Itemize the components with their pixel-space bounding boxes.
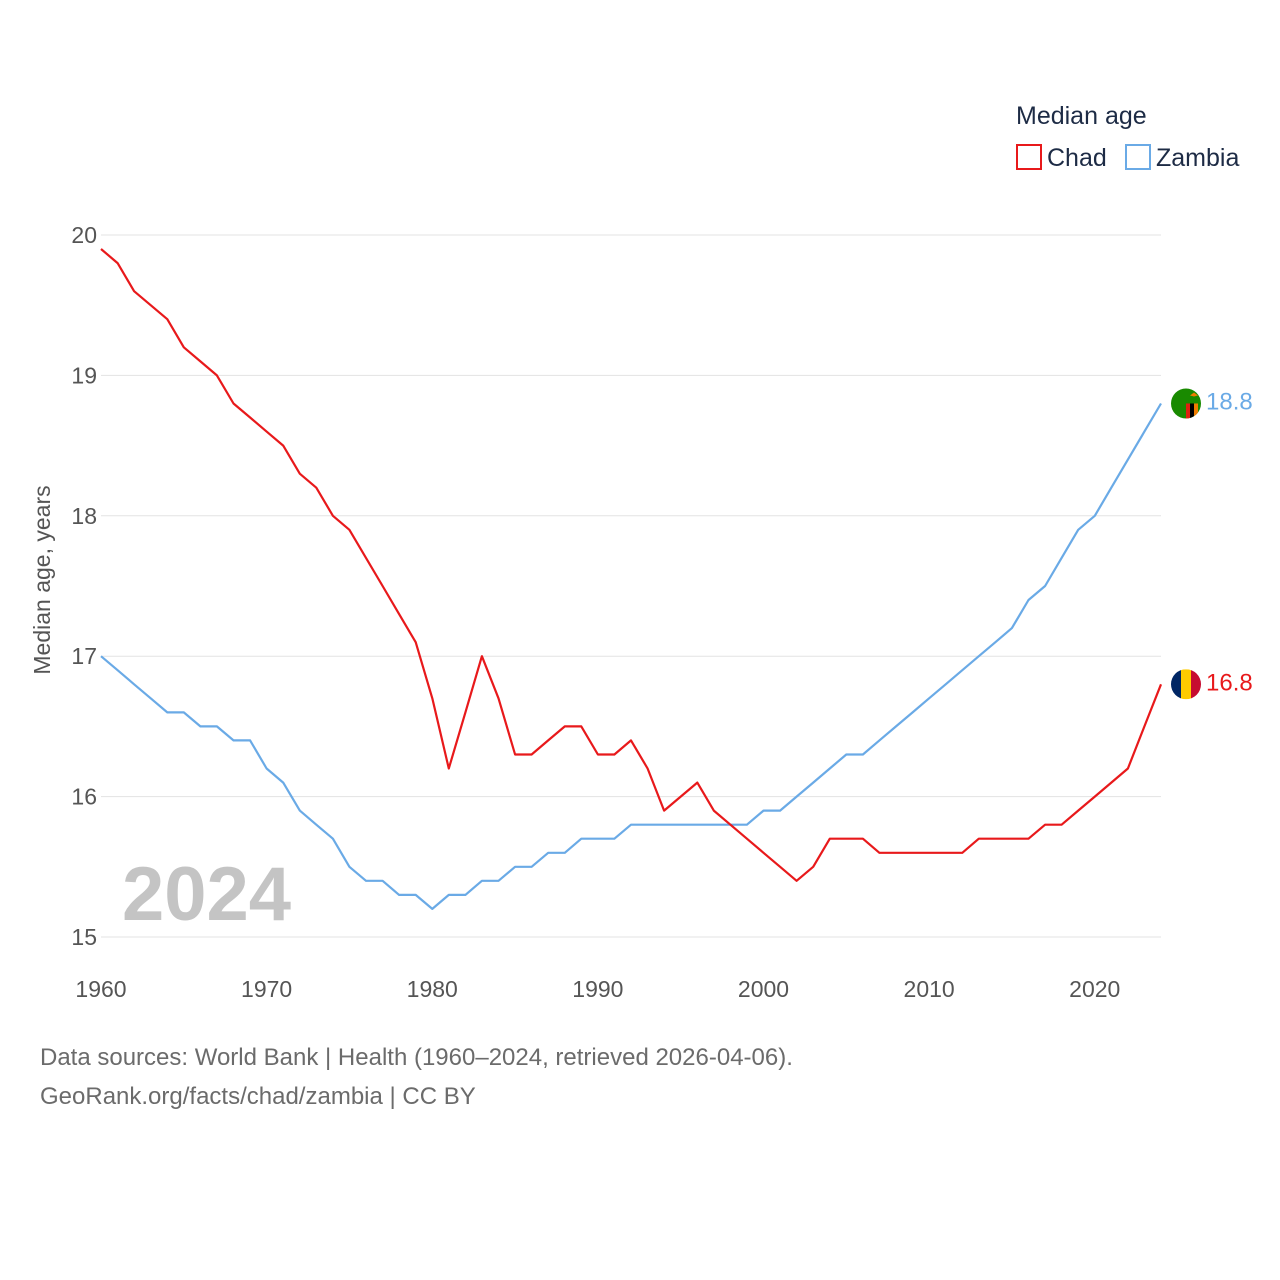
year-watermark: 2024 [122,852,291,937]
data-source-note: Data sources: World Bank | Health (1960–… [40,1044,793,1071]
x-tick-label: 1990 [572,976,623,1002]
chad-end-value-label: 16.8 [1206,669,1253,696]
x-axis: 1960 1970 1980 1990 2000 2010 2020 [75,976,1120,1002]
y-tick-label: 18 [71,503,97,529]
legend-title: Median age [1016,102,1147,130]
x-tick-label: 2000 [738,976,789,1002]
zambia-end-value-label: 18.8 [1206,388,1253,415]
series-line-zambia[interactable] [100,402,1162,911]
series-line-chad[interactable] [100,248,1163,882]
x-tick-label: 2020 [1069,976,1120,1002]
x-tick-label: 1960 [75,976,126,1002]
y-tick-label: 16 [71,784,97,810]
series-lines [100,248,1163,911]
legend-label-zambia[interactable]: Zambia [1156,144,1239,172]
y-tick-label: 17 [71,643,97,669]
legend-swatch-zambia[interactable] [1125,144,1151,170]
grid [101,234,1161,938]
end-markers: 16.8 18.8 [1171,388,1253,700]
y-axis: 15 16 17 18 19 20 [71,222,97,950]
y-tick-label: 15 [71,924,97,950]
x-tick-label: 1980 [407,976,458,1002]
y-axis-title: Median age, years [29,485,55,674]
legend-label-chad[interactable]: Chad [1047,144,1107,172]
chad-flag-icon [1171,669,1201,700]
y-tick-label: 20 [71,222,97,248]
x-tick-label: 2010 [904,976,955,1002]
y-tick-label: 19 [71,362,97,388]
legend: Median age Chad Zambia [1016,102,1239,172]
zambia-flag-icon [1171,388,1201,419]
source-link[interactable]: GeoRank.org/facts/chad/zambia | CC BY [40,1083,476,1110]
legend-swatch-chad[interactable] [1016,144,1042,170]
x-tick-label: 1970 [241,976,292,1002]
